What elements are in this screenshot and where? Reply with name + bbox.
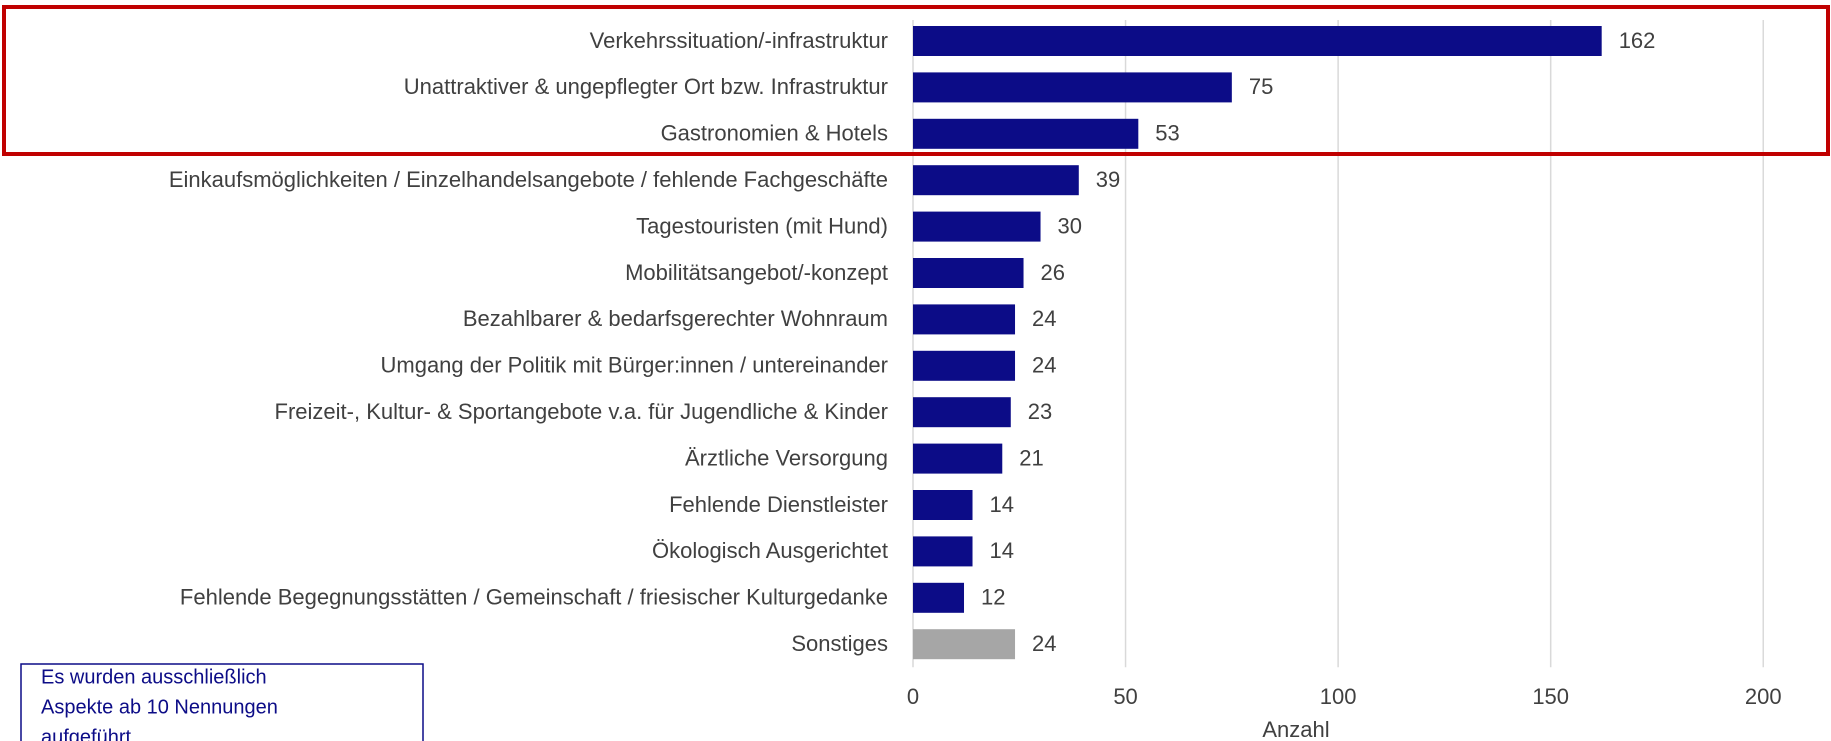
value-label: 39 [1096,167,1120,192]
bar [913,211,1041,242]
value-label: 14 [990,492,1014,517]
category-label: Fehlende Begegnungsstätten / Gemeinschaf… [180,585,888,610]
category-label: Gastronomien & Hotels [661,121,888,146]
category-label: Tagestouristen (mit Hund) [636,213,888,238]
category-label: Fehlende Dienstleister [669,492,888,517]
value-label: 24 [1032,306,1056,331]
value-label: 75 [1249,74,1273,99]
value-label: 162 [1619,28,1656,53]
category-label: Bezahlbarer & bedarfsgerechter Wohnraum [463,306,888,331]
bar [913,629,1016,660]
category-label: Unattraktiver & ungepflegter Ort bzw. In… [404,74,888,99]
category-label: Verkehrssituation/-infrastruktur [590,28,888,53]
x-tick-label: 100 [1320,684,1357,709]
value-label: 14 [990,538,1014,563]
bar [913,443,1003,474]
value-label: 30 [1058,213,1082,238]
value-label: 23 [1028,399,1052,424]
value-label: 24 [1032,353,1056,378]
note-text: aufgeführt [41,726,132,741]
category-label: Ökologisch Ausgerichtet [652,538,888,563]
x-tick-label: 50 [1113,684,1137,709]
value-label: 21 [1019,445,1043,470]
x-tick-label: 200 [1745,684,1782,709]
bar [913,582,965,613]
x-tick-label: 150 [1532,684,1569,709]
bar [913,118,1139,149]
value-label: 24 [1032,631,1056,656]
note-box [20,663,424,741]
bar [913,72,1232,103]
bar [913,304,1016,335]
bar [913,536,973,567]
bar [913,165,1079,196]
bar [913,350,1016,381]
x-axis-label: Anzahl [1262,717,1329,741]
note-text: Es wurden ausschließlich [41,666,267,688]
note-text: Aspekte ab 10 Nennungen [41,696,278,718]
category-label: Freizeit-, Kultur- & Sportangebote v.a. … [275,399,888,424]
bar [913,258,1024,288]
category-label: Ärztliche Versorgung [685,445,888,470]
bar [913,26,1602,56]
bar [913,397,1011,428]
category-label: Einkaufsmöglichkeiten / Einzelhandelsang… [169,167,888,192]
highlight-box [2,5,1830,156]
x-tick-label: 0 [907,684,919,709]
value-label: 12 [981,585,1005,610]
category-label: Sonstiges [791,631,888,656]
bar [913,490,973,520]
category-label: Mobilitätsangebot/-konzept [625,260,888,285]
value-label: 26 [1041,260,1065,285]
value-label: 53 [1155,121,1179,146]
category-label: Umgang der Politik mit Bürger:innen / un… [381,353,889,378]
